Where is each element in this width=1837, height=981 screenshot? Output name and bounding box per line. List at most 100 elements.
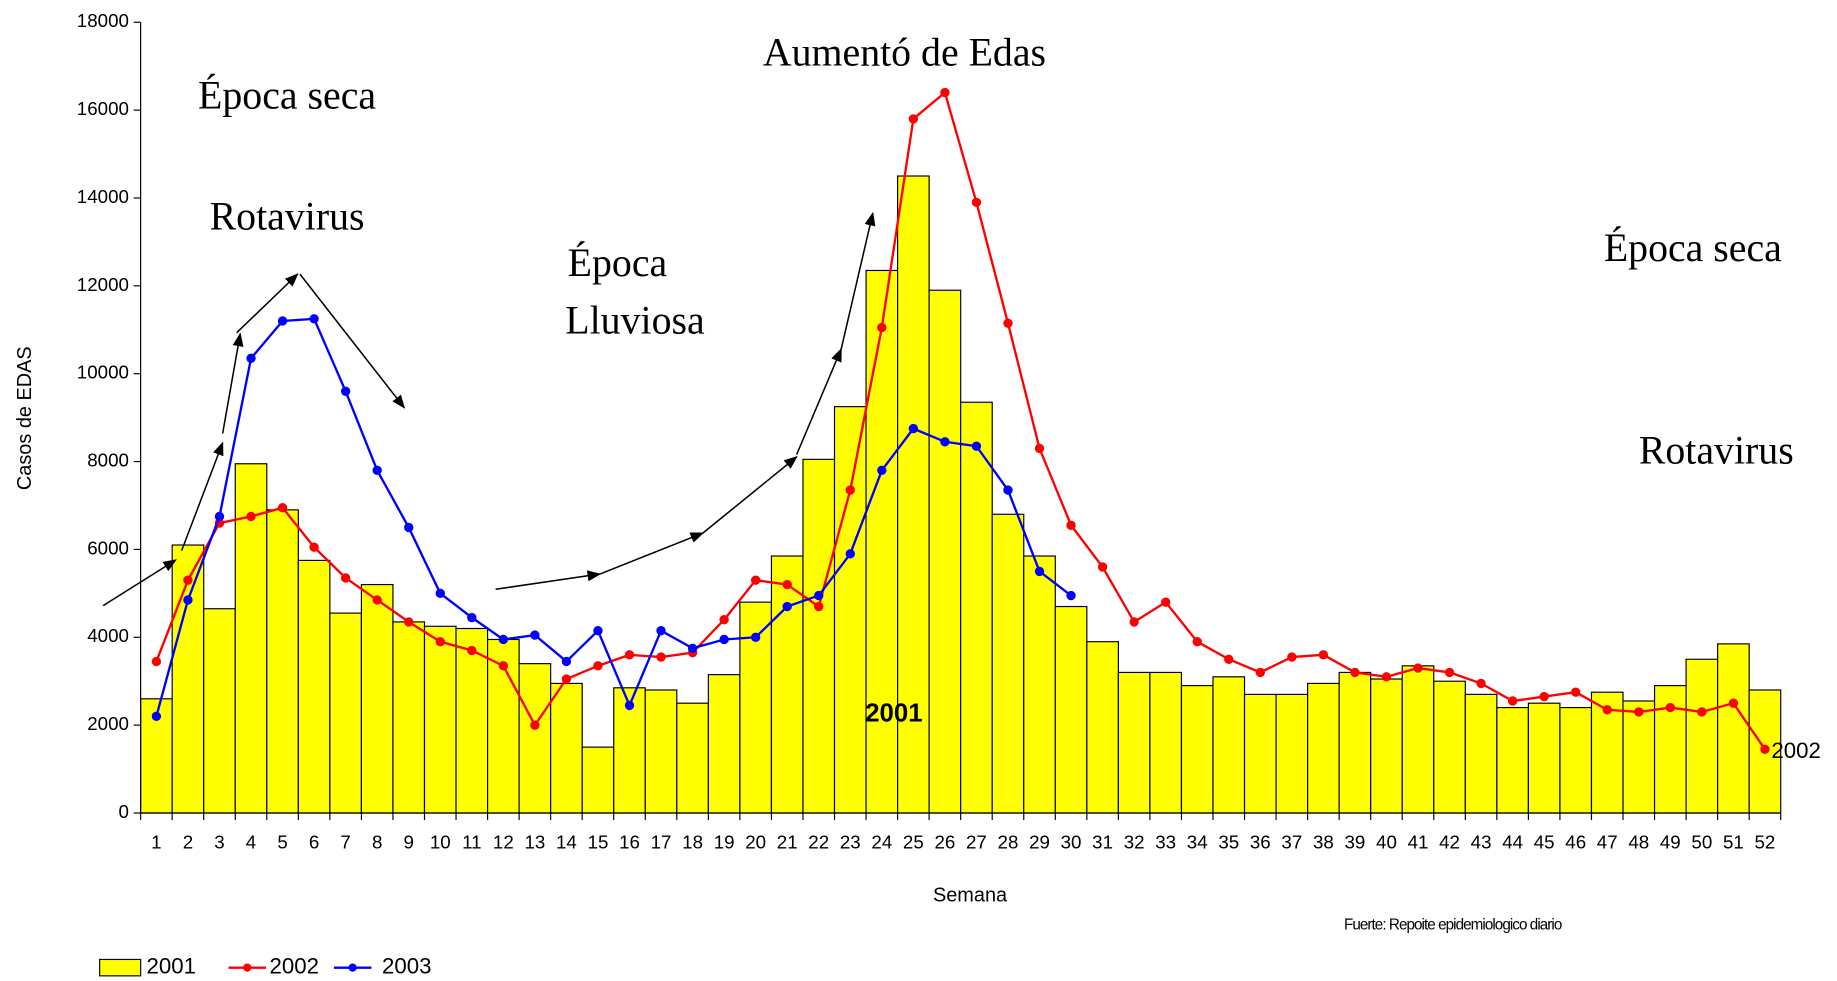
point	[1602, 705, 1612, 715]
bar	[1622, 700, 1656, 814]
point	[845, 485, 855, 495]
x-tick-label: 5	[277, 831, 287, 852]
x-tick-label: 26	[934, 831, 955, 852]
point	[530, 720, 540, 730]
point	[1003, 485, 1013, 495]
point	[246, 511, 256, 522]
point	[971, 441, 982, 451]
point	[814, 601, 824, 612]
x-tick-label: 29	[1029, 831, 1050, 852]
bar	[266, 509, 299, 814]
point	[151, 656, 162, 667]
point	[1444, 667, 1455, 678]
bar	[991, 513, 1025, 814]
legend-swatch	[99, 958, 142, 977]
arrow	[180, 441, 224, 551]
y-tick-label: 12000	[77, 274, 129, 295]
point	[845, 549, 855, 559]
bar	[297, 559, 331, 814]
x-tick-label: 18	[682, 831, 703, 852]
bar	[1401, 665, 1435, 814]
point	[971, 197, 982, 208]
bar	[1527, 702, 1561, 814]
plot-area: 0 2000 4000 6000 8000 10000 12000 14000 16000 180…	[77, 10, 1782, 852]
bar	[1149, 671, 1183, 814]
point	[877, 322, 887, 333]
point	[151, 711, 162, 722]
point	[940, 437, 950, 447]
point	[435, 636, 445, 647]
x-tick-label: 8	[372, 831, 382, 852]
x-tick-label: 13	[524, 831, 545, 852]
point	[624, 650, 635, 660]
bar	[203, 608, 236, 814]
annotation: Época	[568, 241, 668, 285]
point	[624, 700, 635, 711]
legend-label: 2003	[382, 954, 432, 979]
y-axis-label: Casos de EDAS	[14, 346, 36, 490]
point	[1224, 654, 1234, 664]
point	[750, 632, 761, 642]
bar	[1086, 641, 1119, 814]
bar	[960, 401, 993, 814]
arrow	[795, 347, 842, 455]
point	[498, 661, 509, 671]
annotation: Lluviosa	[565, 299, 705, 343]
series-label: 2002	[1771, 738, 1821, 763]
point	[1129, 617, 1139, 627]
point	[593, 626, 603, 636]
annotation: Época seca	[198, 74, 376, 118]
x-tick-label: 25	[903, 831, 924, 852]
point	[183, 595, 193, 605]
arrow	[702, 456, 798, 534]
point	[656, 652, 666, 662]
point	[719, 634, 729, 645]
x-tick-label: 9	[404, 831, 414, 852]
point	[467, 612, 477, 623]
y-tick-label: 10000	[77, 362, 129, 383]
bar	[1496, 706, 1529, 814]
point	[340, 386, 351, 396]
x-tick-label: 1	[151, 831, 161, 852]
x-tick-label: 32	[1124, 831, 1145, 852]
series-label: 2001	[865, 699, 922, 727]
x-tick-label: 16	[619, 831, 640, 852]
x-tick-label: 20	[745, 831, 766, 852]
x-tick-label: 22	[808, 831, 829, 852]
x-tick-label: 3	[214, 831, 224, 852]
x-tick-label: 45	[1534, 831, 1555, 852]
x-tick-label: 38	[1313, 831, 1334, 852]
point	[908, 423, 919, 434]
y-tick-label: 2000	[87, 713, 129, 734]
bar	[1275, 693, 1309, 814]
x-tick-label: 4	[246, 831, 256, 852]
point	[1034, 566, 1045, 577]
point	[309, 314, 319, 324]
x-tick-label: 12	[493, 831, 514, 852]
x-axis-label: Semana	[933, 884, 1008, 906]
bar	[833, 406, 867, 814]
bar	[1307, 682, 1340, 814]
x-tick-label: 41	[1408, 831, 1429, 852]
y-tick-label: 14000	[77, 186, 129, 207]
point	[404, 617, 414, 627]
point	[1003, 318, 1013, 328]
point	[340, 573, 351, 583]
x-tick-label: 21	[777, 831, 798, 852]
y-tick-label: 16000	[77, 98, 129, 119]
x-tick-label: 34	[1187, 831, 1208, 852]
point	[593, 661, 603, 671]
point	[1255, 667, 1265, 678]
bar	[234, 463, 268, 814]
point	[309, 542, 319, 552]
bar	[1243, 693, 1277, 814]
legend-label: 2002	[269, 954, 318, 979]
line-series	[155, 317, 1072, 717]
bar	[1464, 693, 1498, 814]
x-tick-label: 49	[1660, 831, 1681, 852]
x-tick-label: 46	[1565, 831, 1586, 852]
point	[1097, 562, 1108, 572]
point	[782, 601, 792, 612]
x-tick-label: 2	[183, 831, 193, 852]
